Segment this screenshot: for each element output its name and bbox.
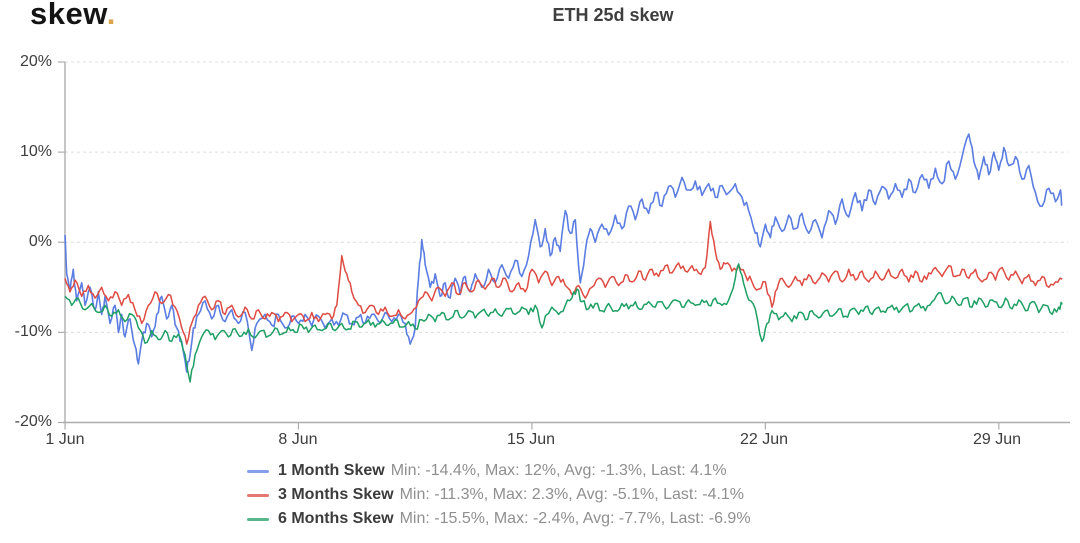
legend-item-6-months-skew[interactable]: 6 Months Skew Min: -15.5%, Max: -2.4%, A… — [247, 507, 751, 531]
skew-line-chart — [58, 61, 1070, 430]
legend-item-1-month-skew[interactable]: 1 Month Skew Min: -14.4%, Max: 12%, Avg:… — [247, 459, 751, 483]
x-axis-tick-label: 1 Jun — [45, 431, 85, 448]
legend-series-label: 3 Months Skew — [278, 486, 394, 503]
legend-series-stats: Min: -14.4%, Max: 12%, Avg: -1.3%, Last:… — [390, 462, 727, 479]
legend-line-swatch-icon — [247, 517, 269, 521]
y-axis-tick-label: 0% — [28, 233, 52, 250]
y-axis-tick-label: 20% — [19, 53, 52, 70]
y-axis-tick-label: -20% — [14, 413, 52, 430]
y-axis-tick-label: 10% — [19, 143, 52, 160]
x-axis-tick-label: 8 Jun — [278, 431, 318, 448]
legend-item-3-months-skew[interactable]: 3 Months Skew Min: -11.3%, Max: 2.3%, Av… — [247, 483, 751, 507]
x-axis-tick-label: 15 Jun — [506, 431, 556, 448]
legend-line-swatch-icon — [247, 493, 269, 497]
x-axis-tick-label: 29 Jun — [972, 431, 1022, 448]
skew-logo-text: skew — [30, 0, 107, 31]
chart-legend: 1 Month Skew Min: -14.4%, Max: 12%, Avg:… — [247, 459, 751, 531]
skew-logo[interactable]: skew. — [30, 0, 116, 32]
legend-line-swatch-icon — [247, 469, 269, 473]
x-axis-tick-label: 22 Jun — [739, 431, 789, 448]
y-axis-tick-label: -10% — [14, 323, 52, 340]
skew-logo-dot: . — [106, 0, 116, 31]
legend-series-stats: Min: -15.5%, Max: -2.4%, Avg: -7.7%, Las… — [399, 510, 751, 527]
legend-series-label: 1 Month Skew — [278, 462, 385, 479]
chart-title: ETH 25d skew — [552, 5, 674, 25]
legend-series-label: 6 Months Skew — [278, 510, 394, 527]
legend-series-stats: Min: -11.3%, Max: 2.3%, Avg: -5.1%, Last… — [399, 486, 745, 503]
